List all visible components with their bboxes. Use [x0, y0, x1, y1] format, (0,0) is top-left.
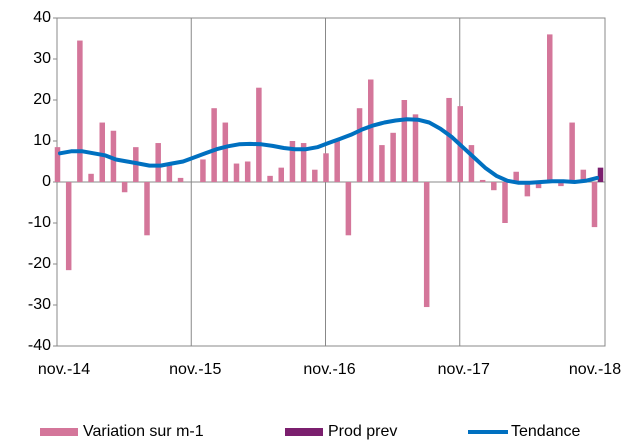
bar: [558, 182, 564, 187]
y-tick-label: -40: [28, 337, 51, 354]
bar: [110, 130, 117, 182]
y-tick-label: 40: [33, 9, 51, 26]
bar: [244, 161, 251, 182]
bar: [121, 182, 128, 193]
bar: [345, 182, 352, 236]
x-tick-label: nov.-15: [169, 361, 221, 378]
bar: [54, 147, 61, 182]
bar: [390, 132, 396, 182]
legend-label: Tendance: [511, 423, 580, 440]
bar: [535, 182, 542, 189]
bar: [289, 141, 296, 182]
y-tick-label: 0: [42, 173, 51, 190]
bar: [580, 169, 587, 182]
bar: [233, 163, 240, 182]
bar: [77, 40, 83, 182]
bar: [524, 182, 531, 197]
bar: [479, 179, 486, 182]
bar: [356, 108, 363, 182]
bar: [211, 108, 217, 182]
bar: [300, 143, 307, 182]
y-tick-label: -20: [28, 255, 51, 272]
bar: [177, 177, 184, 182]
legend-label: Variation sur m-1: [83, 423, 204, 440]
bar: [88, 173, 94, 182]
y-tick-label: 20: [33, 91, 51, 108]
bar: [267, 175, 273, 182]
bar: [513, 171, 519, 182]
bar: [99, 122, 105, 182]
bar: [412, 114, 419, 182]
bar: [591, 182, 598, 228]
bar: [200, 159, 206, 182]
legend-label: Prod prev: [328, 423, 397, 440]
bar: [155, 143, 161, 182]
bar: [379, 145, 385, 182]
bar: [166, 163, 173, 182]
bar: [423, 182, 430, 308]
x-tick-label: nov.-14: [38, 361, 90, 378]
bar: [401, 100, 408, 182]
bar: [491, 182, 497, 191]
bar: [222, 122, 229, 182]
bar: [323, 153, 329, 182]
bar: [502, 182, 508, 223]
y-tick-label: 30: [33, 50, 51, 67]
x-tick-label: nov.-18: [569, 361, 621, 378]
x-tick-label: nov.-17: [438, 361, 490, 378]
y-tick-label: 10: [33, 132, 51, 149]
bar: [597, 167, 604, 182]
bar: [312, 169, 318, 182]
x-tick-label: nov.-16: [303, 361, 355, 378]
bar: [468, 145, 475, 182]
trend-line: [58, 117, 599, 185]
bar: [569, 122, 575, 182]
bar: [547, 34, 553, 183]
y-tick-label: -10: [28, 214, 51, 231]
bar: [334, 138, 340, 182]
bar: [256, 87, 262, 182]
y-tick-label: -30: [28, 296, 51, 313]
bar: [278, 167, 284, 182]
legend-swatch: [40, 428, 78, 436]
bar: [446, 97, 452, 182]
bar: [65, 182, 72, 271]
legend-swatch: [285, 428, 323, 436]
bar: [144, 182, 150, 236]
bar: [368, 79, 374, 182]
